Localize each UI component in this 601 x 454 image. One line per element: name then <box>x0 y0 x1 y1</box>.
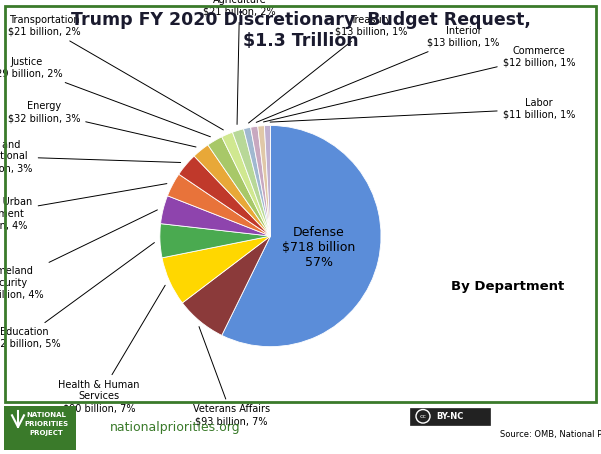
Text: Commerce
$12 billion, 1%: Commerce $12 billion, 1% <box>263 46 575 122</box>
Text: Education
$62 billion, 5%: Education $62 billion, 5% <box>0 242 154 349</box>
Text: Energy
$32 billion, 3%: Energy $32 billion, 3% <box>8 101 196 147</box>
Text: Transportation
$21 billion, 2%: Transportation $21 billion, 2% <box>8 15 224 130</box>
Wedge shape <box>160 196 270 236</box>
Wedge shape <box>162 236 270 303</box>
Text: Interior
$13 billion, 1%: Interior $13 billion, 1% <box>256 26 500 123</box>
Wedge shape <box>222 125 381 347</box>
Text: Housing & Urban
Development
$44 billion, 4%: Housing & Urban Development $44 billion,… <box>0 183 167 231</box>
Text: Source: OMB, National Priorities Project: Source: OMB, National Priorities Project <box>500 430 601 439</box>
Wedge shape <box>222 132 270 236</box>
Wedge shape <box>208 137 270 236</box>
Text: nationalpriorities.org: nationalpriorities.org <box>110 421 240 434</box>
Wedge shape <box>251 126 270 236</box>
Text: NATIONAL: NATIONAL <box>26 412 66 418</box>
Wedge shape <box>243 127 270 236</box>
Wedge shape <box>160 224 270 258</box>
Wedge shape <box>168 174 270 236</box>
Text: Trump FY 2020 Discretionary  Budget Request,
$1.3 Trillion: Trump FY 2020 Discretionary Budget Reque… <box>70 11 531 50</box>
Text: Defense
$718 billion
57%: Defense $718 billion 57% <box>282 226 356 269</box>
Text: Homeland
Security
$52 billion, 4%: Homeland Security $52 billion, 4% <box>0 210 157 299</box>
Text: Agriculture
$21 billion, 2%: Agriculture $21 billion, 2% <box>203 0 276 124</box>
Text: By Department: By Department <box>451 280 564 292</box>
Wedge shape <box>194 145 270 236</box>
Wedge shape <box>233 129 270 236</box>
Text: PRIORITIES: PRIORITIES <box>24 421 68 427</box>
Text: Health & Human
Services
$90 billion, 7%: Health & Human Services $90 billion, 7% <box>58 285 165 413</box>
Text: PROJECT: PROJECT <box>29 430 63 436</box>
Text: cc: cc <box>419 414 427 419</box>
Text: Justice
$29 billion, 2%: Justice $29 billion, 2% <box>0 57 210 137</box>
Text: BY-NC: BY-NC <box>436 412 464 421</box>
Text: Treasury
$13 billion, 1%: Treasury $13 billion, 1% <box>249 15 407 123</box>
Wedge shape <box>178 156 270 236</box>
FancyBboxPatch shape <box>410 408 490 425</box>
Text: Labor
$11 billion, 1%: Labor $11 billion, 1% <box>270 98 575 122</box>
Text: Veterans Affairs
$93 billion, 7%: Veterans Affairs $93 billion, 7% <box>193 326 270 426</box>
Wedge shape <box>182 236 270 336</box>
Bar <box>4 406 76 450</box>
Wedge shape <box>264 125 270 236</box>
Wedge shape <box>258 126 270 236</box>
Text: State and
International
$43 billion, 3%: State and International $43 billion, 3% <box>0 140 181 173</box>
